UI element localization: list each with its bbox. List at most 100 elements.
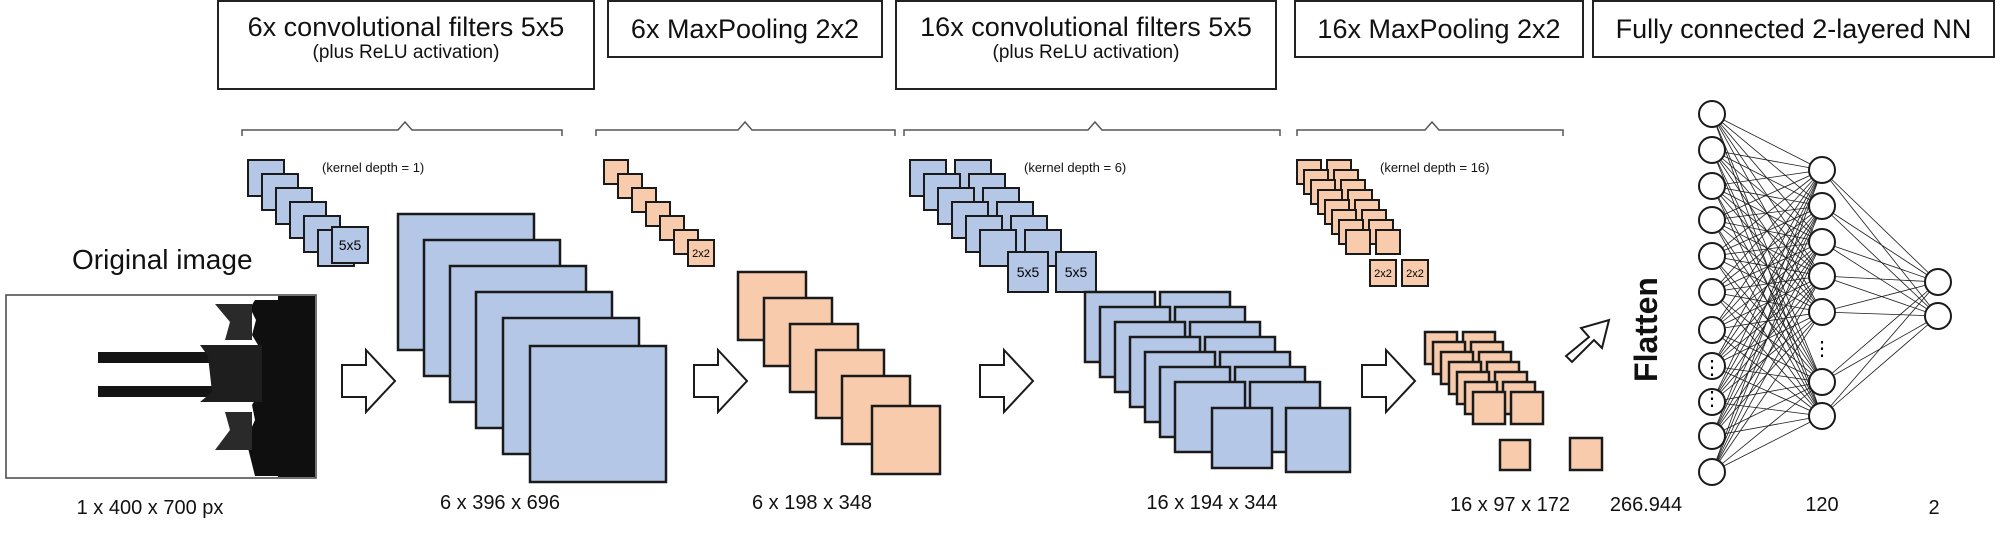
nn-edge <box>1711 113 1823 417</box>
nn-node <box>1808 298 1836 326</box>
dimension-label: 6 x 396 x 696 <box>439 492 561 514</box>
nn-edge <box>1711 275 1823 293</box>
nn-edge <box>1711 169 1823 221</box>
nn-edge <box>1821 205 1939 283</box>
pool1-feature-maps <box>736 270 942 476</box>
nn-edge <box>1711 149 1823 171</box>
stage-box-pool2: 16x MaxPooling 2x2 <box>1294 0 1584 58</box>
nn-connections <box>1711 113 1939 473</box>
stage-brace <box>241 120 1564 136</box>
nn-edge <box>1711 291 1823 383</box>
stage-box-conv1: 6x convolutional filters 5x5 (plus ReLU … <box>217 0 595 90</box>
kernel-depth-label: (kernel depth = 16) <box>1380 160 1490 175</box>
nn-edge <box>1711 169 1823 257</box>
nn-edge <box>1711 219 1823 383</box>
nn-edge <box>1711 113 1823 171</box>
ellipsis-dots: ⋮ <box>1702 357 1722 379</box>
nn-edge <box>1711 291 1823 417</box>
nn-node <box>1698 458 1726 486</box>
nn-edge <box>1821 281 1939 417</box>
flow-arrows <box>341 318 1611 415</box>
nn-node <box>1924 302 1952 330</box>
nn-node <box>1808 228 1836 256</box>
nn-node <box>1808 192 1836 220</box>
ellipsis-dots: ⋮ <box>1702 388 1722 410</box>
pool-size-tag: 2x2 <box>1406 268 1424 280</box>
nn-node <box>1808 262 1836 290</box>
nn-edge <box>1711 311 1823 473</box>
stage-box-conv2: 16x convolutional filters 5x5 (plus ReLU… <box>895 0 1277 90</box>
nn-edge <box>1711 149 1823 417</box>
filter-size-tag: 5x5 <box>1065 264 1088 280</box>
stage-box-pool1: 6x MaxPooling 2x2 <box>607 0 883 58</box>
nn-edge <box>1711 169 1823 367</box>
nn-edge <box>1711 255 1823 277</box>
filter-size-tag: 5x5 <box>1017 264 1040 280</box>
nn-edge <box>1821 275 1939 317</box>
stage-title: 16x MaxPooling 2x2 <box>1317 14 1561 44</box>
nn-node <box>1698 242 1726 270</box>
nn-edge <box>1821 315 1939 417</box>
nn-edge <box>1711 275 1823 437</box>
nn-edge <box>1711 381 1823 437</box>
kernel-depth-label: (kernel depth = 1) <box>322 160 425 175</box>
nn-edge <box>1711 415 1823 473</box>
nn-edge <box>1711 329 1823 417</box>
nn-edge <box>1711 241 1823 473</box>
dimension-label: 16 x 97 x 172 <box>1449 494 1571 516</box>
nn-edge <box>1821 311 1939 317</box>
original-image <box>5 294 317 479</box>
original-image-title: Original image <box>72 244 253 275</box>
nn-node <box>1698 316 1726 344</box>
nn-edge <box>1821 169 1939 283</box>
nn-node <box>1808 368 1836 396</box>
conv1-kernels <box>247 159 369 267</box>
nn-layer-size: 266.944 <box>1609 494 1683 516</box>
ellipsis-dots: ⋮ <box>1812 338 1832 360</box>
nn-edge <box>1711 219 1823 277</box>
conv2-feature-maps <box>1083 290 1352 474</box>
stage-title: Fully connected 2-layered NN <box>1615 14 1972 44</box>
stage-subtitle: (plus ReLU activation) <box>992 42 1180 63</box>
pool-size-tag: 2x2 <box>692 248 710 260</box>
nn-edge <box>1711 169 1823 187</box>
nn-edge <box>1711 169 1823 293</box>
nn-node <box>1808 402 1836 430</box>
nn-node <box>1698 388 1726 416</box>
nn-edge <box>1711 365 1823 417</box>
conv2-kernels <box>909 159 1097 293</box>
nn-node <box>1698 206 1726 234</box>
nn-edge <box>1711 415 1823 437</box>
nn-edge <box>1821 281 1939 313</box>
filter-size-tag: 5x5 <box>339 237 362 253</box>
nn-edge <box>1711 169 1823 437</box>
nn-node <box>1924 268 1952 296</box>
nn-layer-size: 120 <box>1805 494 1839 516</box>
kernel-depth-label: (kernel depth = 6) <box>1024 160 1127 175</box>
stage-box-fc: Fully connected 2-layered NN <box>1592 0 1995 58</box>
nn-node <box>1808 156 1836 184</box>
nn-edge <box>1711 255 1823 383</box>
nn-nodes: ⋮ ⋮ ⋮ <box>1698 100 1952 486</box>
flatten-label: Flatten <box>1627 277 1664 382</box>
stage-title: 16x convolutional filters 5x5 <box>920 12 1252 42</box>
stage-title: 6x convolutional filters 5x5 <box>247 12 565 42</box>
nn-edge <box>1821 281 1939 383</box>
stage-subtitle: (plus ReLU activation) <box>312 42 500 63</box>
nn-edge <box>1821 205 1939 317</box>
nn-node <box>1698 136 1726 164</box>
pool2-feature-maps <box>1423 330 1604 472</box>
nn-edge <box>1711 169 1823 403</box>
pool-size-tag: 2x2 <box>1374 268 1392 280</box>
nn-edge <box>1711 185 1823 207</box>
nn-layer-size: 2 <box>1928 497 1940 519</box>
nn-node <box>1698 422 1726 450</box>
nn-edge <box>1821 275 1939 283</box>
nn-node <box>1698 172 1726 200</box>
pool1-kernels <box>603 159 715 267</box>
dimension-label: 16 x 194 x 344 <box>1146 492 1278 514</box>
nn-edge <box>1711 169 1823 331</box>
nn-node <box>1698 352 1726 380</box>
